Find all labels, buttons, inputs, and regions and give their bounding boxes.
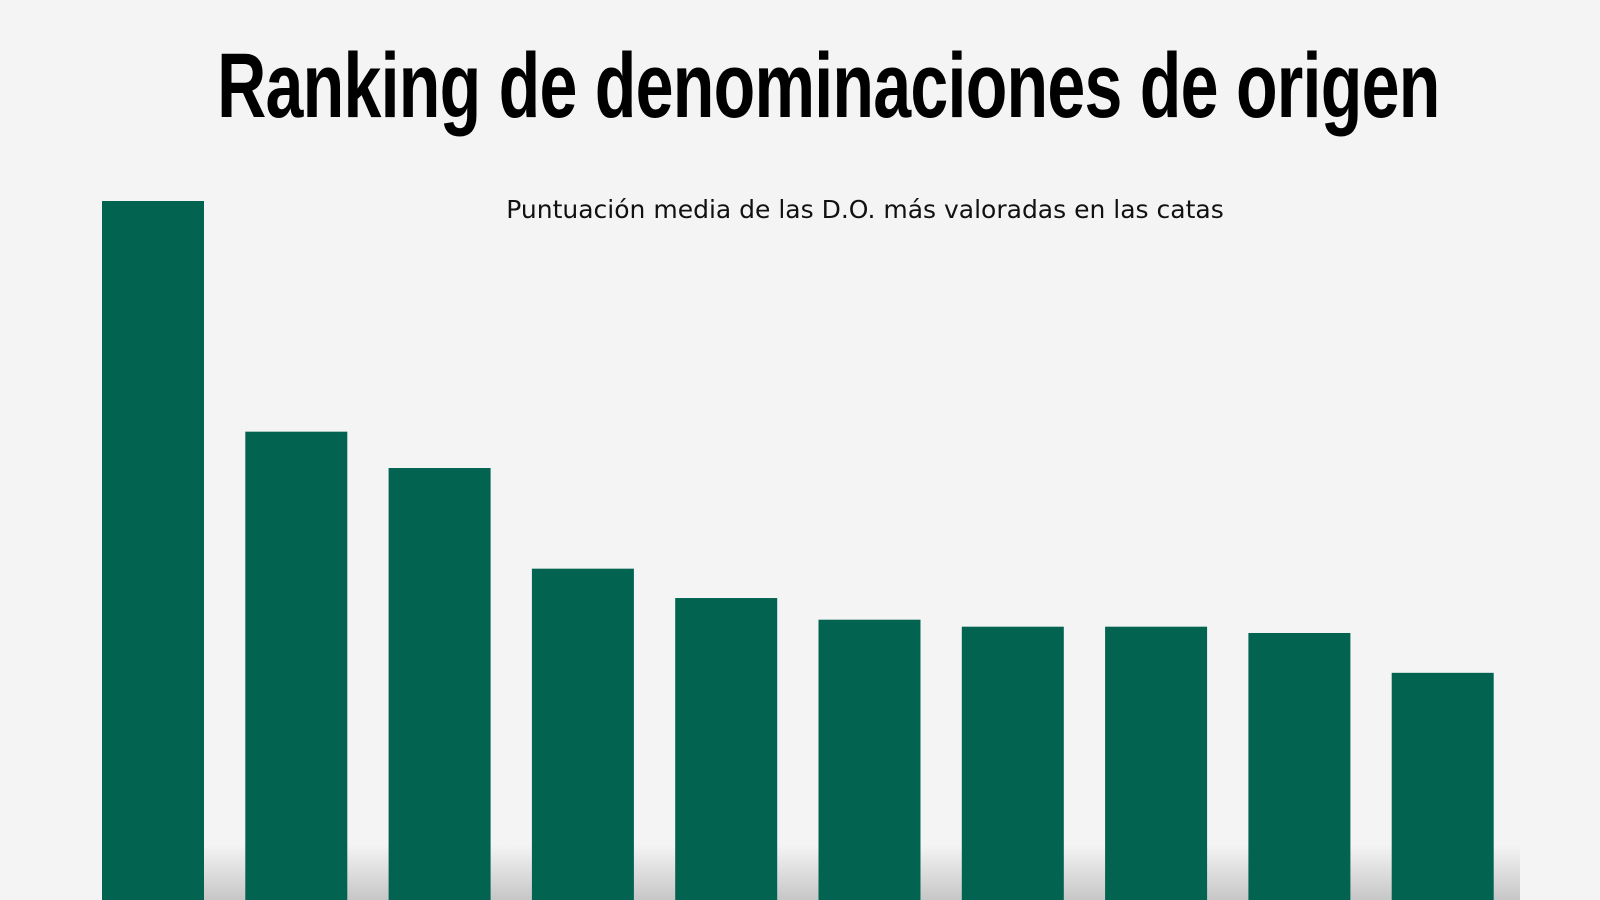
bar-1 xyxy=(102,201,204,900)
chart-title: Ranking de denominaciones de origen xyxy=(217,35,1440,137)
bar-4 xyxy=(531,568,634,900)
bar-9 xyxy=(1248,632,1351,900)
bar-5 xyxy=(675,598,778,900)
bar-8 xyxy=(1105,626,1208,900)
bar-3 xyxy=(388,468,491,900)
bar-2 xyxy=(245,431,348,900)
bar-10 xyxy=(1391,672,1494,900)
chart-subtitle: Puntuación media de las D.O. más valorad… xyxy=(506,195,1224,224)
bar-6 xyxy=(818,619,921,900)
bar-7 xyxy=(961,626,1064,900)
